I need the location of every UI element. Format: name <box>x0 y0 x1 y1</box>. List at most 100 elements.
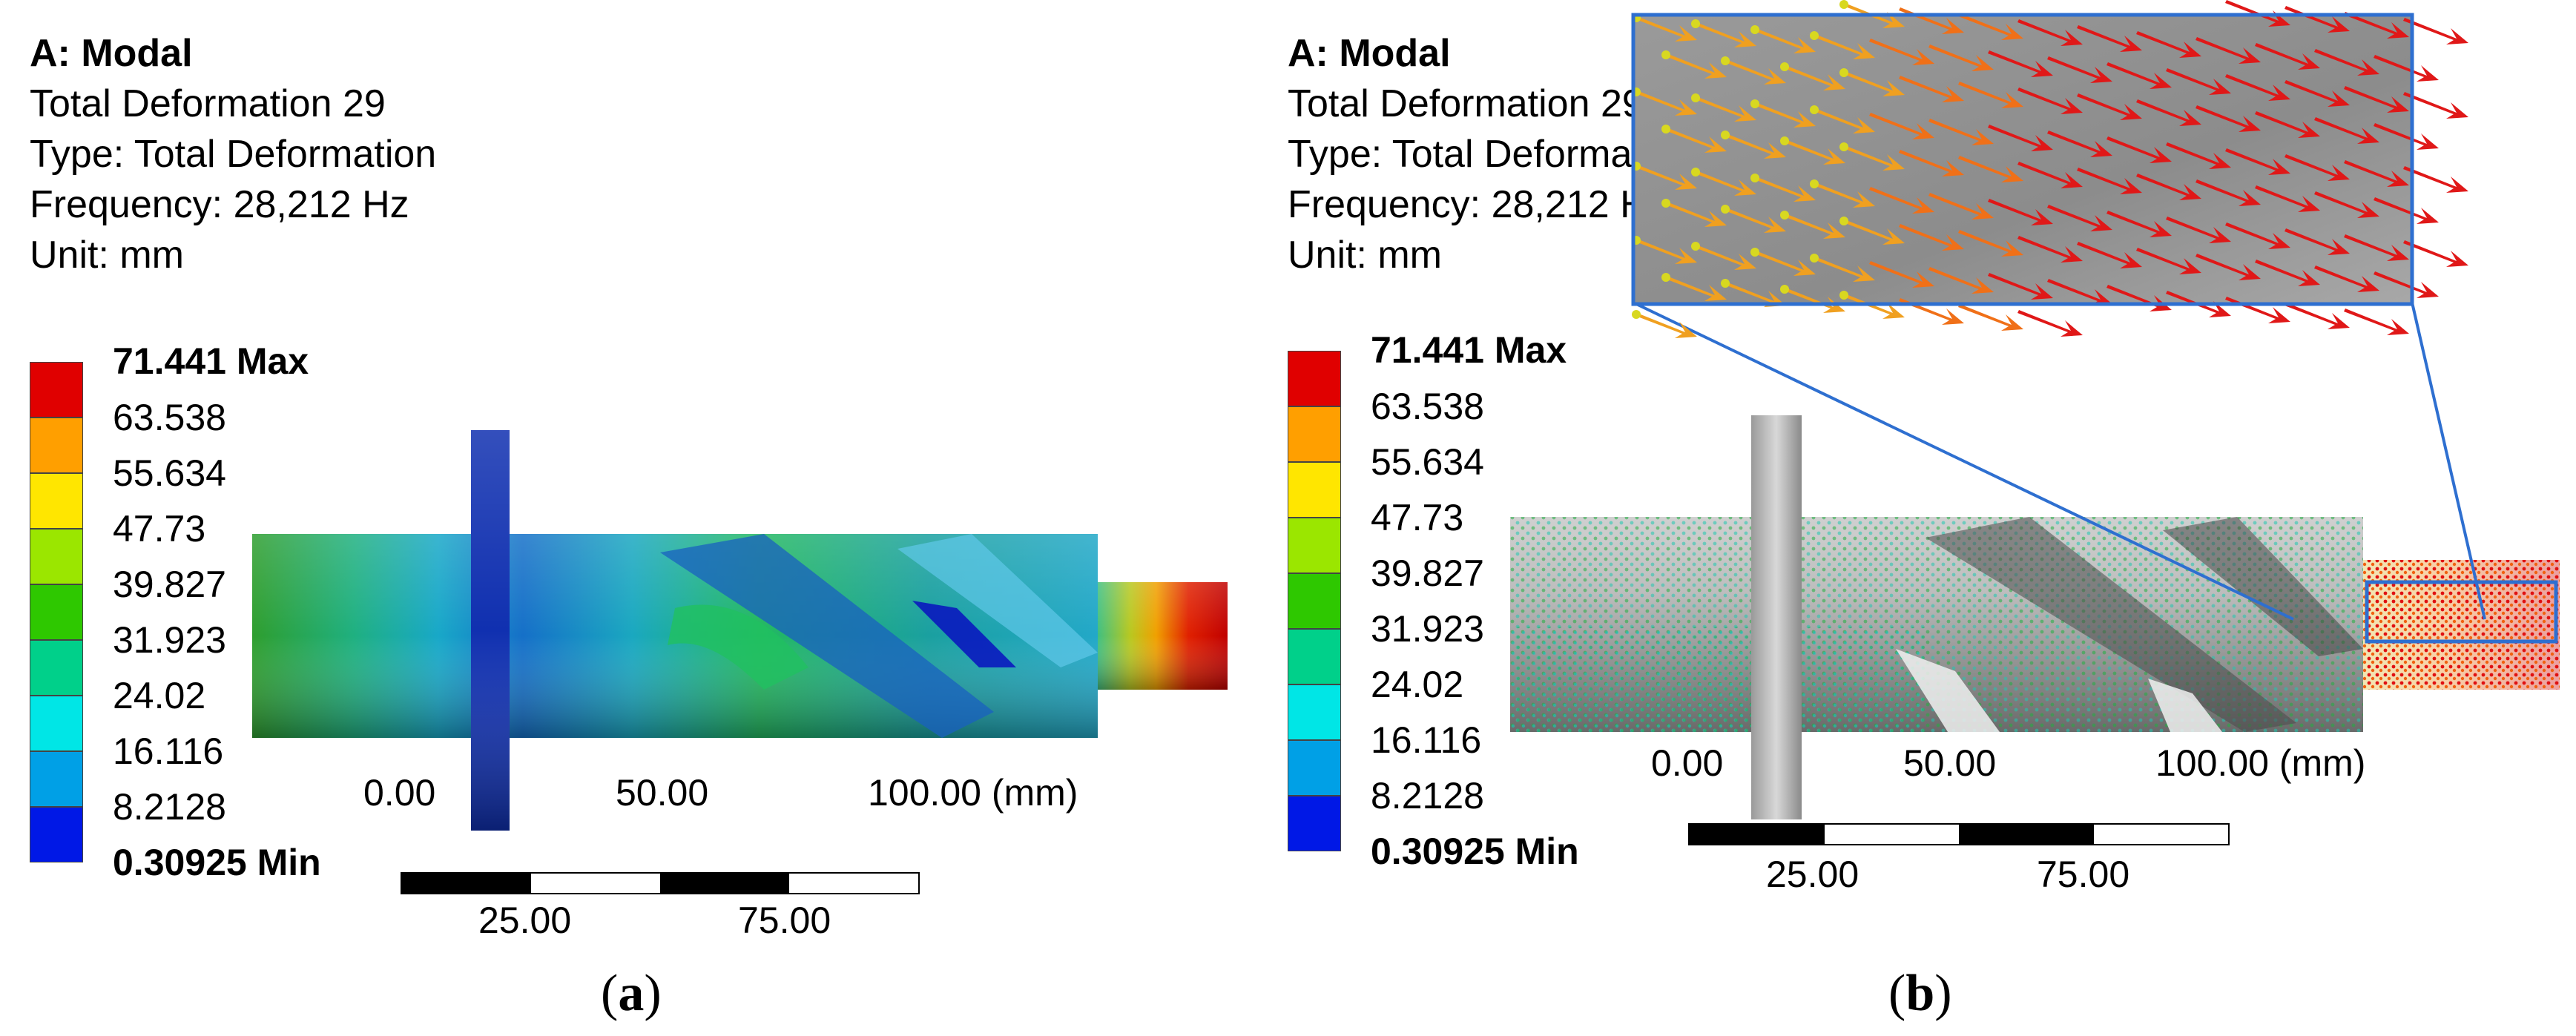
deformation-arrow <box>2106 211 2172 237</box>
legend-swatch <box>1288 406 1341 462</box>
deformation-arrow <box>2255 260 2320 286</box>
deformation-arrows <box>1632 0 2468 338</box>
deformation-arrow <box>1810 107 1875 133</box>
deformation-arrow <box>2017 310 2083 337</box>
deformation-arrow <box>2225 74 2290 101</box>
deformation-arrow <box>2403 92 2468 119</box>
arrow-node <box>1691 168 1700 176</box>
deformation-arrow <box>1810 255 1875 282</box>
deformation-arrow <box>1750 249 1816 276</box>
zoom-leader-line <box>2411 302 2486 620</box>
deformation-arrow <box>1780 138 1845 165</box>
arrow-node <box>1632 310 1641 319</box>
deformation-arrow <box>2255 111 2320 138</box>
result-type: Type: Total Deformation <box>30 133 437 176</box>
zoom-inset <box>1631 0 2486 621</box>
deformation-arrow <box>2106 136 2172 163</box>
deformation-arrow <box>1899 76 1964 102</box>
arrow-node <box>1661 199 1670 208</box>
legend-swatch <box>1288 573 1341 629</box>
deformation-arrow <box>1750 27 1816 53</box>
scale-label: 100.00 (mm) <box>2155 742 2366 784</box>
arrow-node <box>1780 136 1789 145</box>
legend-color-bar <box>1288 351 1341 851</box>
legend-value: 8.2128 <box>1371 775 1484 816</box>
result-frequency: Frequency: 28,212 Hz <box>30 183 409 226</box>
shaft-model <box>252 430 1228 831</box>
deformation-arrow <box>1632 89 1697 116</box>
deformation-arrow <box>1988 273 2053 300</box>
deformation-arrow <box>1899 150 1964 176</box>
deformation-arrow <box>2017 236 2083 263</box>
legend-swatch <box>1288 740 1341 796</box>
deformation-arrow <box>2195 37 2261 64</box>
arrow-node <box>1661 50 1670 59</box>
deformation-arrow <box>2403 18 2468 44</box>
deformation-arrow <box>2403 166 2468 193</box>
deformation-arrow <box>1899 224 1964 251</box>
deformation-arrow <box>2255 185 2320 212</box>
deformation-arrow <box>2255 43 2320 70</box>
deformation-arrow <box>1869 39 1934 65</box>
deformation-arrow <box>1721 280 1786 307</box>
deformation-arrow <box>1721 206 1786 233</box>
scale-label: 50.00 <box>1903 742 1997 784</box>
deformation-arrow <box>2017 19 2083 46</box>
arrow-node <box>1810 105 1819 114</box>
deformation-arrow <box>2314 117 2379 144</box>
legend-swatch <box>30 807 83 862</box>
deformation-arrow <box>2225 148 2290 175</box>
deformation-arrow <box>1988 125 2053 151</box>
arrow-node <box>1691 19 1700 28</box>
deformation-arrow <box>2285 228 2350 255</box>
arrow-node <box>1839 68 1848 77</box>
deformation-arrow <box>1810 33 1875 59</box>
deformation-arrow <box>1691 169 1756 196</box>
deformation-arrow <box>1928 119 1994 145</box>
deformation-arrow <box>2077 25 2142 52</box>
legend-max-label: 71.441 Max <box>1371 329 1567 371</box>
figure-caption: (b) <box>1888 965 1952 1022</box>
deformation-arrow <box>1958 304 2023 331</box>
legend-value: 31.923 <box>1371 608 1484 650</box>
deformation-arrow <box>2285 303 2350 329</box>
deformation-arrow <box>2195 254 2261 280</box>
arrow-node <box>1750 99 1759 108</box>
scale-label: 75.00 <box>738 900 831 941</box>
deformation-arrow <box>2344 309 2409 335</box>
legend-value: 63.538 <box>113 397 226 438</box>
deformation-arrow <box>2314 191 2379 218</box>
arrow-node <box>1691 242 1700 251</box>
arrow-node <box>1839 142 1848 151</box>
caption-letter: b <box>1905 965 1935 1022</box>
deformation-arrow <box>1780 286 1845 313</box>
panel-b: A: Modal Total Deformation 29 Type: Tota… <box>1288 0 2576 1036</box>
caption-letter: a <box>618 965 645 1022</box>
deformation-arrow <box>2285 80 2350 107</box>
result-unit: Unit: mm <box>1288 234 1442 277</box>
deformation-arrow <box>2017 162 2083 188</box>
deformation-arrow <box>1750 101 1816 128</box>
legend-swatch <box>30 584 83 640</box>
deformation-arrow <box>2314 49 2379 76</box>
deformation-arrow <box>2077 93 2142 120</box>
legend-value: 55.634 <box>1371 441 1484 483</box>
helical-flute <box>660 534 994 738</box>
deformation-arrow <box>2285 154 2350 181</box>
deformation-arrow <box>2344 86 2409 113</box>
deformation-arrow <box>2166 68 2231 95</box>
arrow-node <box>1810 31 1819 40</box>
deformation-arrow <box>1810 181 1875 208</box>
legend-value: 39.827 <box>113 564 226 605</box>
scale-label: 50.00 <box>616 772 709 814</box>
deformation-arrow <box>2195 105 2261 132</box>
deformation-arrow <box>1839 70 1905 96</box>
arrow-node <box>1780 285 1789 294</box>
deformation-arrow <box>1928 267 1994 294</box>
deformation-arrow <box>2314 265 2379 292</box>
legend-swatch <box>30 751 83 807</box>
deformation-arrow <box>2136 31 2201 58</box>
deformation-arrow <box>2344 160 2409 187</box>
arrow-node <box>1661 273 1670 282</box>
deformation-arrow <box>1691 95 1756 122</box>
